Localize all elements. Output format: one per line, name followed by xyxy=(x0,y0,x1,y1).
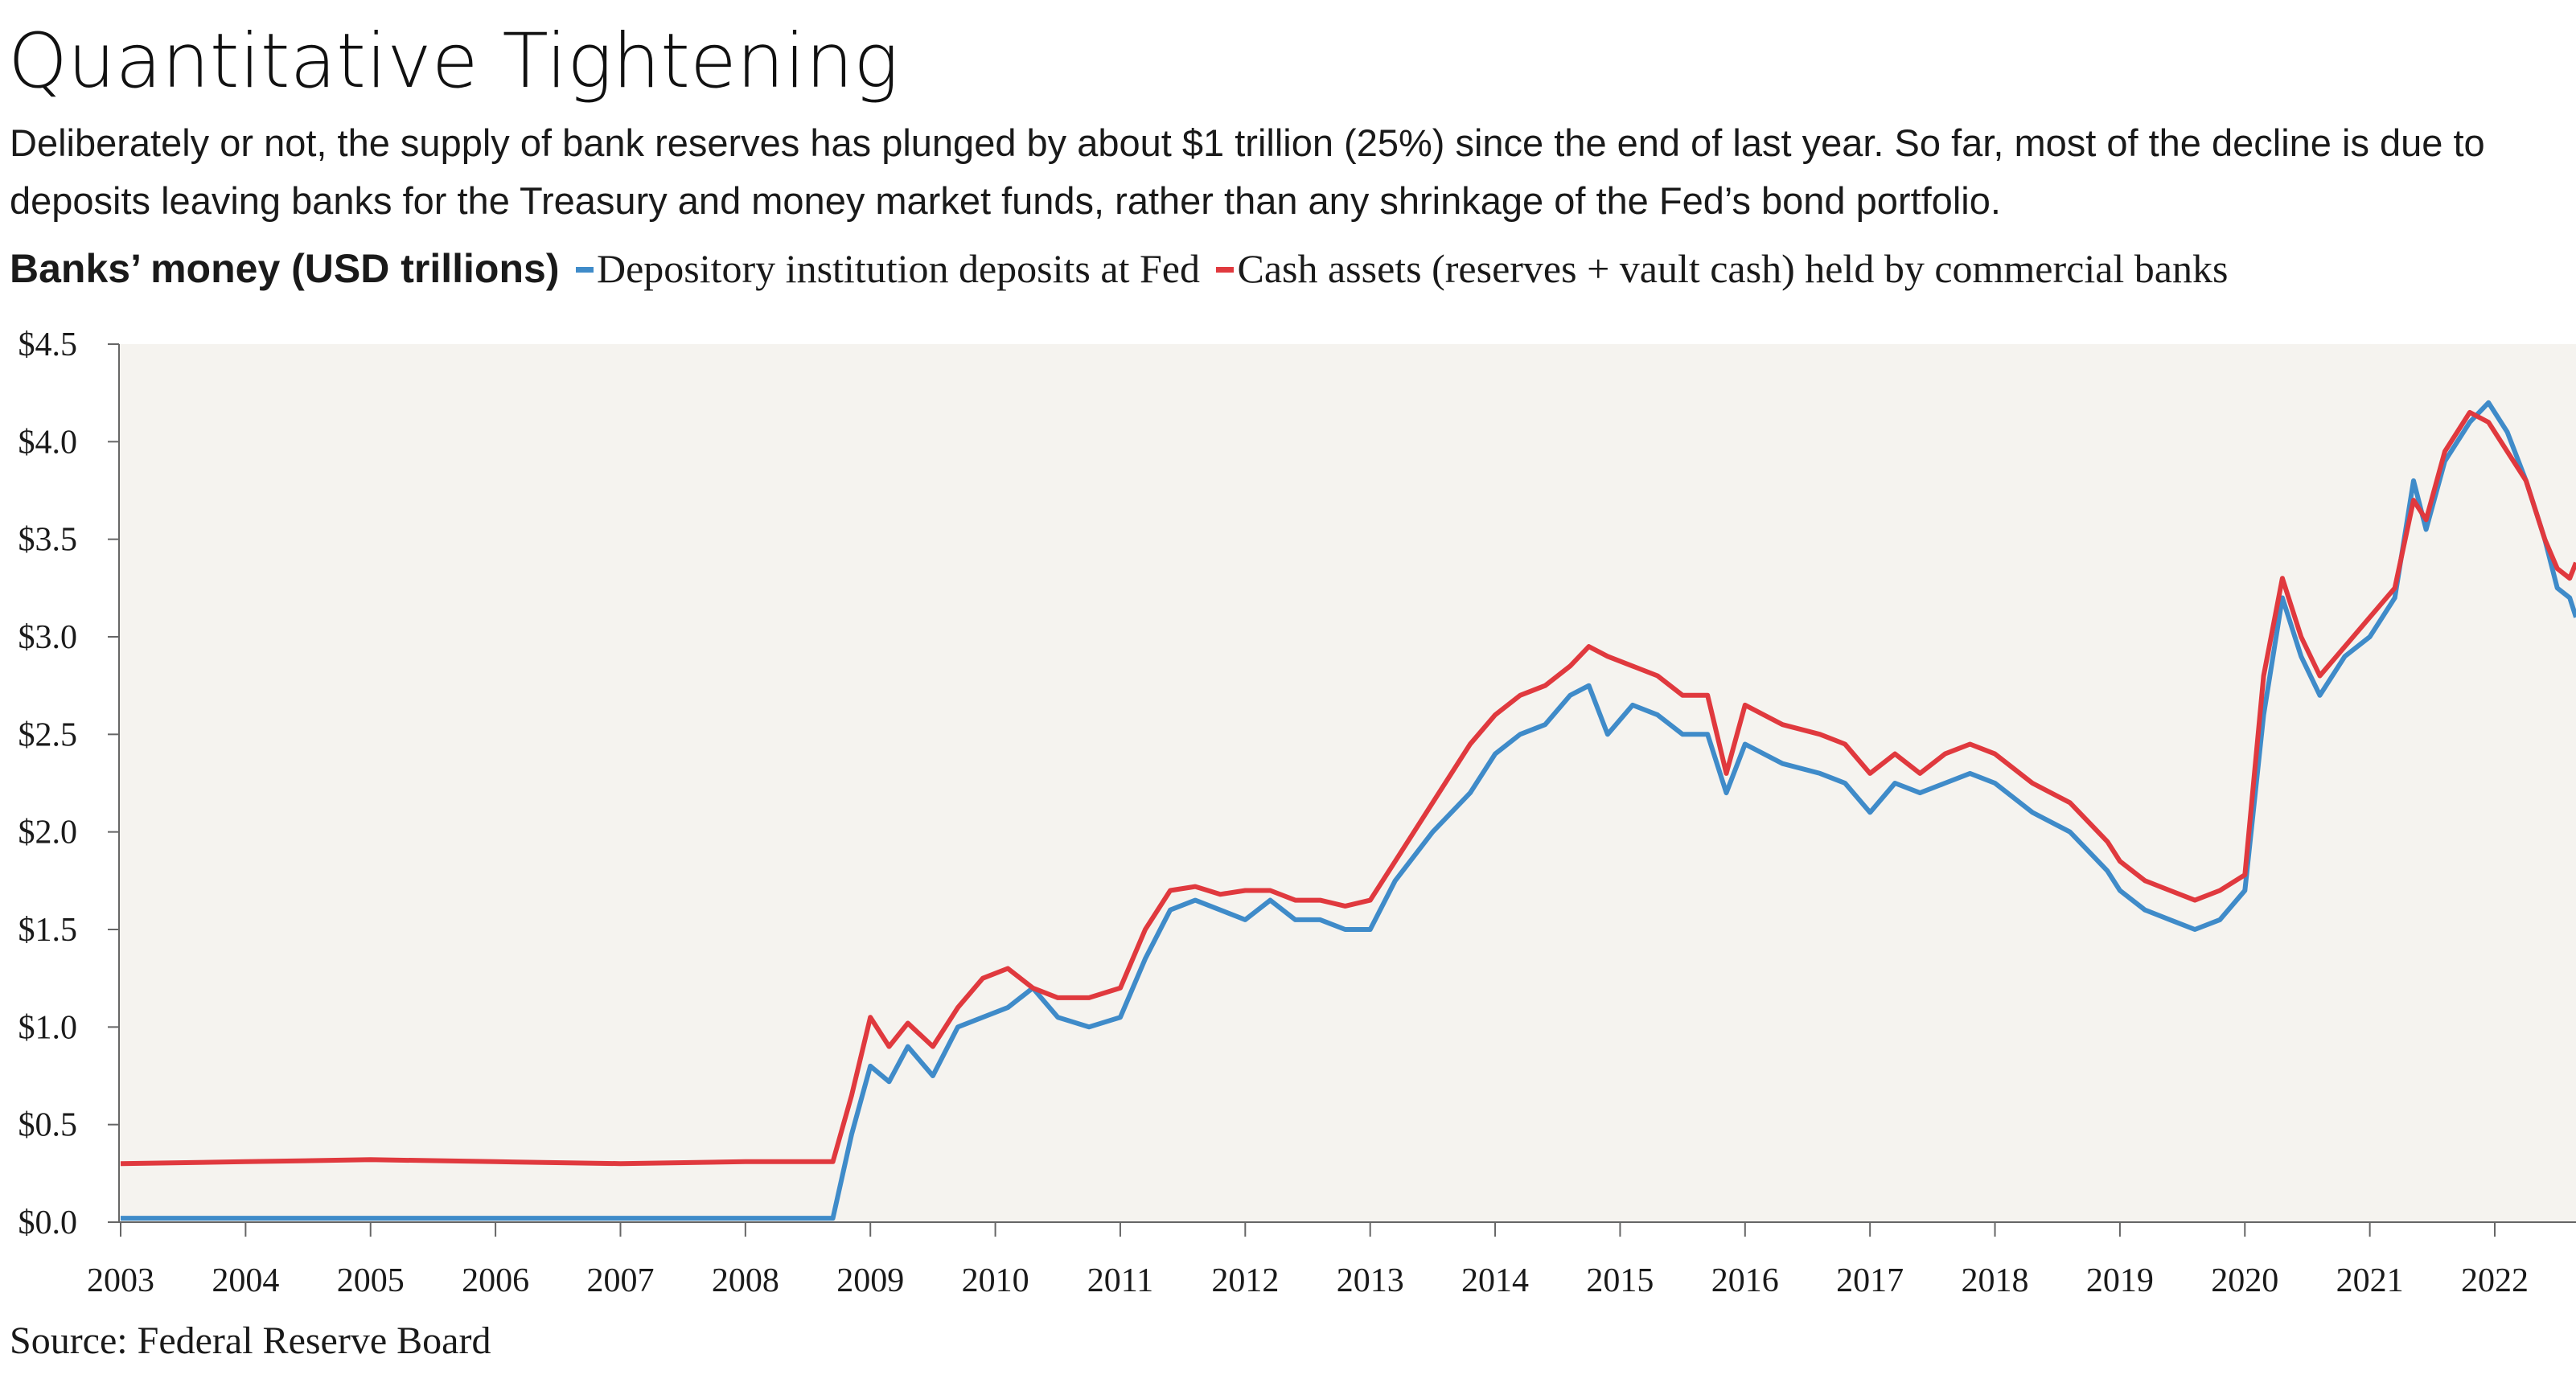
legend-item-cash-assets: Cash assets (reserves + vault cash) held… xyxy=(1237,246,2229,291)
y-tick-label: $0.0 xyxy=(18,1204,78,1241)
x-tick-label: 2020 xyxy=(2211,1262,2278,1299)
y-axis-label: Banks’ money (USD trillions) xyxy=(10,246,560,291)
x-tick-label: 2012 xyxy=(1211,1262,1279,1299)
x-tick-label: 2008 xyxy=(712,1262,779,1299)
x-tick-label: 2018 xyxy=(1962,1262,2029,1299)
x-tick-label: 2015 xyxy=(1586,1262,1654,1299)
x-tick-label: 2010 xyxy=(962,1262,1029,1299)
x-axis: 2003 2004 2005 2006 2007 2008 2009 2010 2011 2012… xyxy=(87,1221,2576,1299)
y-tick-label: $3.5 xyxy=(18,522,78,559)
x-tick-label: 2011 xyxy=(1087,1262,1153,1299)
series-lines xyxy=(120,400,2576,1221)
y-tick-label: $4.5 xyxy=(18,326,78,363)
y-tick-label: $3.0 xyxy=(18,619,78,656)
x-tick-label: 2006 xyxy=(462,1262,529,1299)
legend: Banks’ money (USD trillions) Depository … xyxy=(10,245,2228,292)
x-tick-label: 2009 xyxy=(836,1262,904,1299)
x-tick-label: 2021 xyxy=(2336,1262,2404,1299)
legend-swatch-blue xyxy=(575,267,594,273)
x-tick-label: 2017 xyxy=(1836,1262,1904,1299)
x-tick-label: 2004 xyxy=(212,1262,279,1299)
y-axis: $0.0 $0.5 $1.0 $1.5 $2.0 $2.5 $3.0 $3.5 $4.0 $4.5 xyxy=(18,326,120,1241)
x-tick-label: 2014 xyxy=(1461,1262,1529,1299)
plot-area xyxy=(119,344,2576,1222)
legend-swatch-red xyxy=(1216,267,1235,273)
y-tick-label: $4.0 xyxy=(18,424,78,461)
x-tick-label: 2005 xyxy=(337,1262,405,1299)
chart-subtitle: Deliberately or not, the supply of bank … xyxy=(10,121,2485,222)
y-tick-label: $2.5 xyxy=(18,716,78,753)
legend-item-deposits: Depository institution deposits at Fed xyxy=(596,246,1200,291)
x-tick-label: 2003 xyxy=(87,1262,154,1299)
x-tick-label: 2022 xyxy=(2461,1262,2529,1299)
x-tick-label: 2016 xyxy=(1711,1262,1779,1299)
y-tick-label: $0.5 xyxy=(18,1107,78,1144)
y-tick-label: $1.0 xyxy=(18,1009,78,1046)
series-line-deposits xyxy=(121,400,2576,1221)
series-line-cash-assets xyxy=(120,409,2576,1167)
chart-title: Quantitative Tightening xyxy=(8,18,899,105)
x-tick-label: 2007 xyxy=(586,1262,654,1299)
y-tick-label: $2.0 xyxy=(18,814,78,851)
x-tick-label: 2013 xyxy=(1337,1262,1404,1299)
source-note: Source: Federal Reserve Board xyxy=(10,1319,491,1362)
x-tick-label: 2019 xyxy=(2086,1262,2154,1299)
y-tick-label: $1.5 xyxy=(18,912,78,949)
